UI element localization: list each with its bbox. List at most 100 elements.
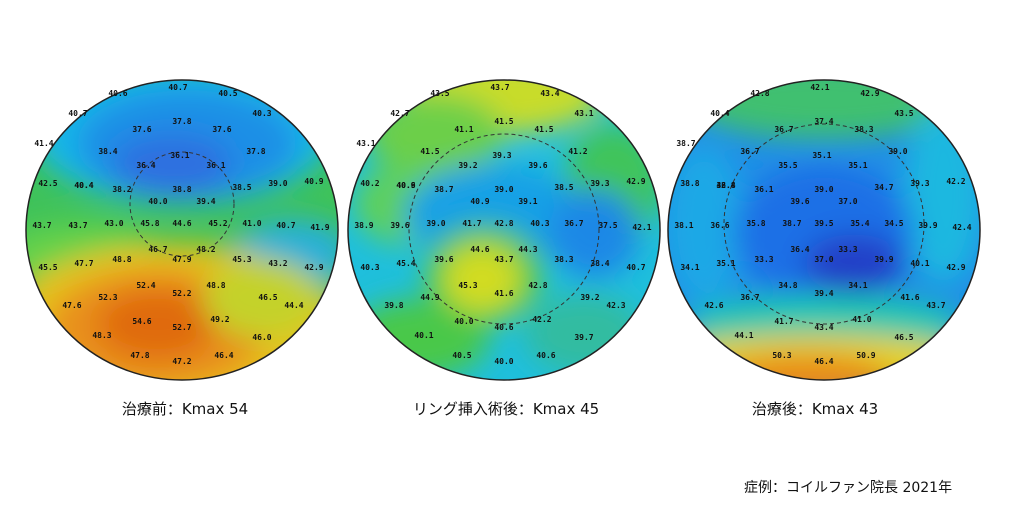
curvature-reading: 40.0 xyxy=(454,317,473,326)
curvature-reading: 43.7 xyxy=(490,83,509,92)
curvature-reading: 39.3 xyxy=(492,151,511,160)
curvature-reading: 34.5 xyxy=(884,219,903,228)
curvature-reading: 39.1 xyxy=(518,197,537,206)
curvature-reading: 39.5 xyxy=(814,219,833,228)
curvature-reading: 42.1 xyxy=(810,83,829,92)
curvature-reading: 36.7 xyxy=(774,125,793,134)
curvature-reading: 39.3 xyxy=(590,179,609,188)
curvature-reading: 40.5 xyxy=(452,351,471,360)
curvature-reading: 40.9 xyxy=(470,197,489,206)
curvature-reading: 40.3 xyxy=(252,109,271,118)
curvature-reading: 41.6 xyxy=(494,289,513,298)
curvature-reading: 45.2 xyxy=(208,219,227,228)
curvature-reading: 44.6 xyxy=(470,245,489,254)
curvature-reading: 43.0 xyxy=(104,219,123,228)
curvature-reading: 42.9 xyxy=(946,263,965,272)
curvature-reading: 39.0 xyxy=(268,179,287,188)
curvature-reading: 39.0 xyxy=(888,147,907,156)
curvature-reading: 43.7 xyxy=(494,255,513,264)
curvature-reading: 40.3 xyxy=(530,219,549,228)
curvature-reading: 39.3 xyxy=(910,179,929,188)
curvature-reading: 44.4 xyxy=(284,301,303,310)
curvature-reading: 52.2 xyxy=(172,289,191,298)
curvature-reading: 40.6 xyxy=(396,181,415,190)
curvature-reading: 41.5 xyxy=(420,147,439,156)
curvature-reading: 39.6 xyxy=(390,221,409,230)
curvature-reading: 46.0 xyxy=(252,333,271,342)
curvature-reading: 41.7 xyxy=(774,317,793,326)
curvature-reading: 46.4 xyxy=(214,351,233,360)
curvature-reading: 41.9 xyxy=(310,223,329,232)
curvature-reading: 43.5 xyxy=(894,109,913,118)
curvature-reading: 36.4 xyxy=(716,181,735,190)
curvature-reading: 42.9 xyxy=(860,89,879,98)
curvature-reading: 38.8 xyxy=(172,185,191,194)
curvature-reading: 34.8 xyxy=(778,281,797,290)
curvature-reading: 37.5 xyxy=(598,221,617,230)
curvature-reading: 40.4 xyxy=(74,181,93,190)
curvature-reading: 40.7 xyxy=(626,263,645,272)
caption-after-ring: リング挿入術後：Kmax 45 xyxy=(412,400,600,418)
caption-after-treatment: 治療後：Kmax 43 xyxy=(751,400,879,418)
curvature-reading: 42.1 xyxy=(632,223,651,232)
curvature-reading: 43.2 xyxy=(268,259,287,268)
curvature-reading: 47.6 xyxy=(62,301,81,310)
curvature-reading: 42.4 xyxy=(952,223,971,232)
curvature-reading: 36.4 xyxy=(136,161,155,170)
curvature-reading: 35.1 xyxy=(716,259,735,268)
curvature-reading: 37.6 xyxy=(132,125,151,134)
curvature-reading: 41.5 xyxy=(534,125,553,134)
curvature-reading: 38.1 xyxy=(674,221,693,230)
curvature-reading: 38.4 xyxy=(98,147,117,156)
curvature-reading: 39.4 xyxy=(196,197,215,206)
curvature-reading: 35.4 xyxy=(850,219,869,228)
curvature-reading: 42.9 xyxy=(304,263,323,272)
curvature-reading: 39.0 xyxy=(426,219,445,228)
curvature-reading: 36.1 xyxy=(206,161,225,170)
curvature-reading: 34.1 xyxy=(848,281,867,290)
curvature-reading: 41.1 xyxy=(454,125,473,134)
curvature-reading: 42.7 xyxy=(390,109,409,118)
curvature-reading: 42.2 xyxy=(946,177,965,186)
curvature-reading: 37.8 xyxy=(246,147,265,156)
curvature-reading: 42.5 xyxy=(38,179,57,188)
curvature-reading: 44.3 xyxy=(518,245,537,254)
curvature-reading: 37.0 xyxy=(838,197,857,206)
curvature-reading: 39.6 xyxy=(528,161,547,170)
curvature-reading: 39.9 xyxy=(918,221,937,230)
curvature-reading: 36.7 xyxy=(564,219,583,228)
curvature-reading: 42.9 xyxy=(626,177,645,186)
curvature-reading: 42.6 xyxy=(704,301,723,310)
curvature-reading: 39.6 xyxy=(434,255,453,264)
curvature-reading: 35.5 xyxy=(778,161,797,170)
curvature-reading: 40.7 xyxy=(276,221,295,230)
curvature-reading: 38.8 xyxy=(680,179,699,188)
curvature-reading: 38.7 xyxy=(434,185,453,194)
curvature-reading: 39.9 xyxy=(874,255,893,264)
curvature-reading: 40.0 xyxy=(494,357,513,366)
curvature-reading: 40.4 xyxy=(710,109,729,118)
curvature-reading: 45.4 xyxy=(396,259,415,268)
curvature-reading: 48.8 xyxy=(206,281,225,290)
curvature-reading: 46.5 xyxy=(258,293,277,302)
curvature-reading: 41.7 xyxy=(462,219,481,228)
curvature-reading: 40.9 xyxy=(304,177,323,186)
curvature-reading: 38.3 xyxy=(554,255,573,264)
curvature-reading: 36.7 xyxy=(740,293,759,302)
curvature-reading: 44.6 xyxy=(172,219,191,228)
curvature-reading: 47.8 xyxy=(130,351,149,360)
curvature-reading: 38.9 xyxy=(354,221,373,230)
curvature-reading: 43.7 xyxy=(32,221,51,230)
curvature-reading: 34.7 xyxy=(874,183,893,192)
curvature-reading: 38.7 xyxy=(676,139,695,148)
curvature-reading: 52.3 xyxy=(98,293,117,302)
curvature-reading: 39.4 xyxy=(814,289,833,298)
curvature-reading: 43.7 xyxy=(926,301,945,310)
curvature-reading: 36.6 xyxy=(710,221,729,230)
curvature-reading: 36.1 xyxy=(754,185,773,194)
curvature-reading: 46.5 xyxy=(894,333,913,342)
curvature-reading: 43.1 xyxy=(574,109,593,118)
curvature-reading: 40.6 xyxy=(494,323,513,332)
curvature-reading: 33.3 xyxy=(754,255,773,264)
curvature-reading: 41.0 xyxy=(852,315,871,324)
